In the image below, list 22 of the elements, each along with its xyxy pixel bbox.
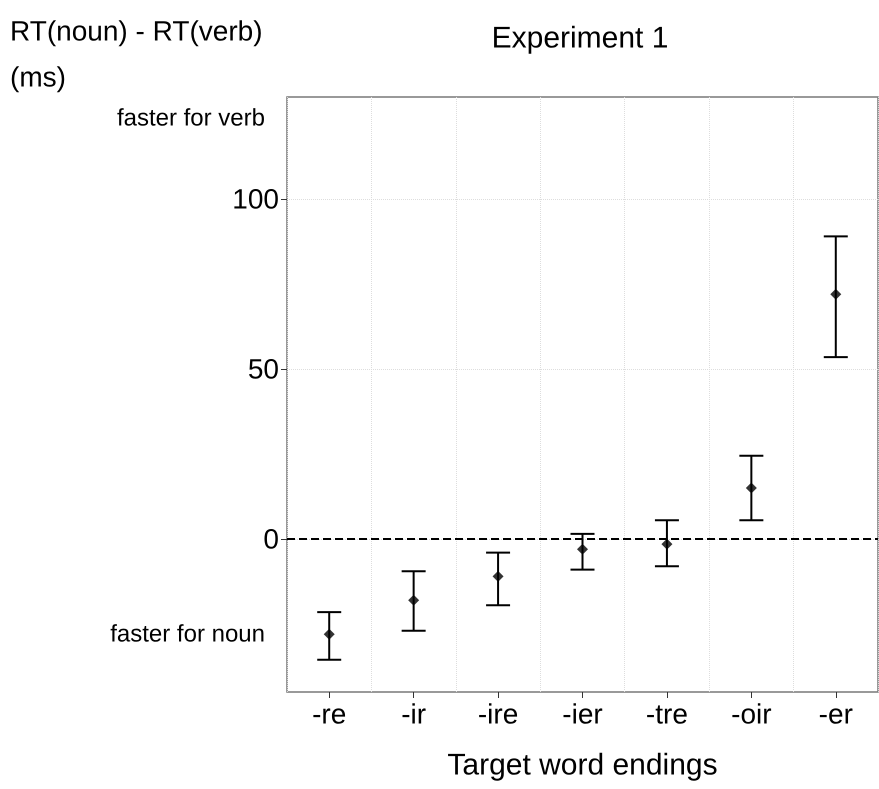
point — [746, 482, 757, 494]
point — [492, 570, 504, 582]
y-tick-label: 100 — [232, 184, 279, 214]
chart-title: Experiment 1 — [492, 22, 668, 54]
x-axis-title: Target word endings — [447, 748, 718, 782]
x-tick-label: -ire — [478, 698, 518, 730]
text: faster for noun — [110, 620, 265, 648]
y-tick-label: 50 — [248, 354, 279, 384]
point — [324, 628, 335, 640]
x-tick-label: -tre — [646, 698, 688, 730]
point — [577, 544, 588, 555]
x-tick-label: -er — [818, 698, 853, 730]
y-axis-title: RT(noun) - RT(verb) (ms) — [10, 16, 263, 92]
point — [830, 288, 842, 300]
y-tick-label: 0 — [263, 524, 279, 554]
x-tick-label: -ir — [401, 698, 426, 730]
x-tick-label: -ier — [562, 698, 603, 730]
point — [661, 538, 672, 550]
point — [408, 594, 420, 606]
text: faster for verb — [116, 104, 265, 132]
x-tick-label: -re — [312, 698, 346, 730]
x-tick-label: -oir — [731, 698, 772, 730]
